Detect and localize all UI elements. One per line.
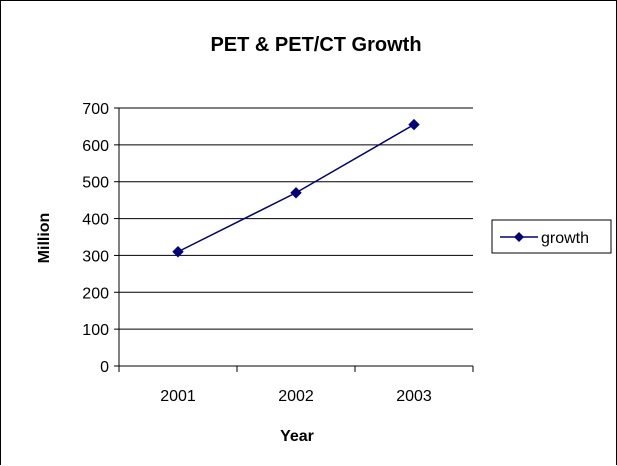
y-tick-label: 400	[82, 212, 109, 229]
y-tick-label: 500	[82, 175, 109, 192]
x-axis-title: Year	[280, 428, 314, 445]
data-point	[408, 118, 420, 131]
axes	[114, 107, 474, 372]
gridlines	[119, 107, 473, 330]
y-tick-labels: 0 100 200 300 400 500 600 700	[82, 101, 109, 376]
x-tick-label: 2001	[160, 388, 196, 405]
data-point	[290, 187, 302, 199]
y-tick-label: 600	[82, 138, 109, 155]
chart-title: PET & PET/CT Growth	[210, 34, 421, 56]
y-tick-label: 0	[100, 359, 109, 376]
legend-label-growth: growth	[541, 230, 589, 247]
data-point	[172, 246, 184, 258]
x-tick-label: 2003	[396, 388, 432, 405]
series-growth	[172, 118, 420, 258]
y-axis-title: Million	[36, 213, 53, 264]
legend: growth	[491, 219, 612, 254]
y-tick-label: 700	[82, 101, 109, 118]
legend-marker-icon	[514, 232, 524, 242]
y-tick-label: 200	[82, 285, 109, 302]
y-tick-label: 100	[82, 322, 109, 339]
y-tick-label: 300	[82, 248, 109, 265]
x-tick-labels: 2001 2002 2003	[160, 388, 432, 405]
x-tick-label: 2002	[278, 388, 314, 405]
